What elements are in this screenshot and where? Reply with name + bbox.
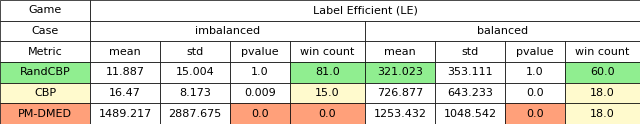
Text: RandCBP: RandCBP (20, 67, 70, 77)
Text: mean: mean (109, 47, 141, 57)
Bar (0, 83, 90, 103)
Text: imbalanced: imbalanced (195, 26, 260, 36)
Bar (365, 62, 435, 83)
Bar (365, 21, 640, 41)
Bar (565, 62, 640, 83)
Bar (435, 83, 505, 103)
Text: win count: win count (300, 47, 355, 57)
Text: std: std (186, 47, 204, 57)
Bar (160, 41, 230, 62)
Bar (0, 103, 90, 124)
Bar (565, 103, 640, 124)
Text: 1.0: 1.0 (526, 67, 544, 77)
Text: 0.0: 0.0 (319, 109, 336, 119)
Bar (230, 83, 290, 103)
Bar (90, 0, 640, 21)
Text: 643.233: 643.233 (447, 88, 493, 98)
Text: Label Efficient (LE): Label Efficient (LE) (312, 5, 417, 15)
Bar (90, 41, 160, 62)
Bar (230, 103, 290, 124)
Text: std: std (461, 47, 479, 57)
Bar (365, 83, 435, 103)
Text: pvalue: pvalue (241, 47, 279, 57)
Text: win count: win count (575, 47, 630, 57)
Text: 11.887: 11.887 (106, 67, 145, 77)
Text: 81.0: 81.0 (315, 67, 340, 77)
Bar (290, 62, 365, 83)
Text: 1.0: 1.0 (251, 67, 269, 77)
Text: 15.0: 15.0 (315, 88, 340, 98)
Bar (435, 62, 505, 83)
Bar (505, 103, 565, 124)
Text: 321.023: 321.023 (377, 67, 423, 77)
Text: 16.47: 16.47 (109, 88, 141, 98)
Text: 18.0: 18.0 (590, 88, 615, 98)
Bar (505, 41, 565, 62)
Bar (160, 83, 230, 103)
Bar (230, 41, 290, 62)
Bar (0, 62, 90, 83)
Text: 18.0: 18.0 (590, 109, 615, 119)
Text: 8.173: 8.173 (179, 88, 211, 98)
Bar (160, 62, 230, 83)
Bar (290, 103, 365, 124)
Bar (435, 41, 505, 62)
Bar (0, 0, 90, 21)
Bar (90, 62, 160, 83)
Text: mean: mean (384, 47, 416, 57)
Text: Metric: Metric (28, 47, 62, 57)
Bar (90, 83, 160, 103)
Text: 1489.217: 1489.217 (99, 109, 152, 119)
Bar (90, 21, 365, 41)
Bar (0, 21, 90, 41)
Text: Case: Case (31, 26, 59, 36)
Text: 2887.675: 2887.675 (168, 109, 221, 119)
Bar (90, 103, 160, 124)
Bar (365, 41, 435, 62)
Text: 353.111: 353.111 (447, 67, 493, 77)
Text: 0.0: 0.0 (526, 109, 544, 119)
Bar (230, 62, 290, 83)
Text: 1048.542: 1048.542 (444, 109, 497, 119)
Text: pvalue: pvalue (516, 47, 554, 57)
Text: 60.0: 60.0 (590, 67, 615, 77)
Bar (505, 83, 565, 103)
Text: PM-DMED: PM-DMED (18, 109, 72, 119)
Text: 0.0: 0.0 (526, 88, 544, 98)
Text: balanced: balanced (477, 26, 528, 36)
Text: 0.009: 0.009 (244, 88, 276, 98)
Bar (290, 41, 365, 62)
Bar (160, 103, 230, 124)
Bar (565, 83, 640, 103)
Text: 726.877: 726.877 (377, 88, 423, 98)
Bar (290, 83, 365, 103)
Bar (435, 103, 505, 124)
Bar (565, 41, 640, 62)
Text: 0.0: 0.0 (251, 109, 269, 119)
Text: 15.004: 15.004 (175, 67, 214, 77)
Text: 1253.432: 1253.432 (374, 109, 426, 119)
Text: Game: Game (28, 5, 61, 15)
Bar (0, 41, 90, 62)
Bar (505, 62, 565, 83)
Text: CBP: CBP (34, 88, 56, 98)
Bar (365, 103, 435, 124)
